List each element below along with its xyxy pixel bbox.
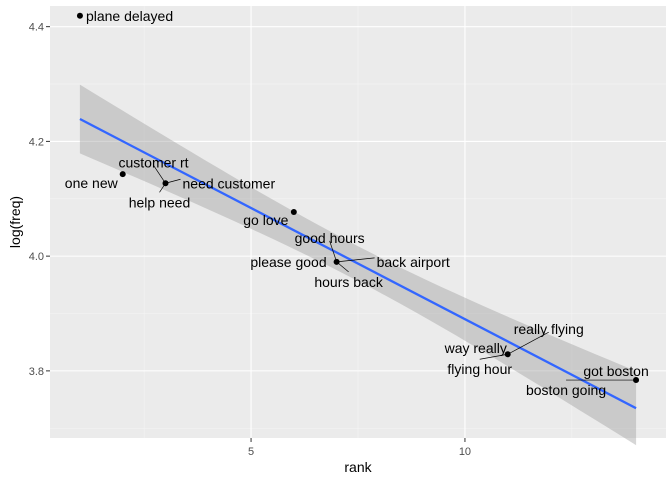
data-point [504, 351, 511, 358]
label-connector [153, 165, 166, 184]
point-label: really flying [514, 321, 584, 337]
data-point [633, 377, 640, 384]
point-label: hours back [314, 274, 383, 290]
y-tick-label: 4.0 [29, 251, 44, 263]
label-connector [336, 257, 375, 263]
point-labels: plane delayed one new customer rt need cust… [65, 8, 649, 398]
label-connector [479, 353, 508, 360]
point-label: way really [444, 340, 507, 356]
data-point [76, 12, 83, 19]
regression-line [79, 117, 637, 410]
point-label: help need [129, 194, 191, 210]
x-tick-label: 10 [459, 446, 471, 458]
x-axis-title: rank [344, 459, 372, 475]
y-tick-label: 4.4 [29, 22, 44, 34]
point-label: need customer [183, 175, 276, 191]
data-point [162, 180, 169, 187]
y-tick-label: 4.2 [29, 136, 44, 148]
label-connector [329, 240, 337, 262]
point-label: please good [250, 254, 326, 270]
point-label: flying hour [447, 361, 512, 377]
point-label: got boston [583, 363, 648, 379]
label-connectors [153, 165, 637, 381]
data-points [76, 12, 640, 384]
grid-minor [50, 6, 666, 438]
point-label: good hours [295, 230, 365, 246]
point-label: plane delayed [86, 8, 173, 24]
point-label: customer rt [118, 154, 188, 170]
label-connector [507, 331, 549, 355]
data-point [290, 208, 297, 215]
confidence-ribbon [79, 84, 637, 446]
y-axis-ticks: 3.8 4.0 4.2 4.4 [29, 22, 50, 378]
x-axis-ticks: 5 10 [248, 438, 471, 458]
point-label: go love [243, 212, 288, 228]
point-label: one new [65, 175, 119, 191]
y-axis-title: log(freq) [7, 196, 23, 248]
data-point [333, 258, 340, 265]
point-label: boston going [526, 382, 606, 398]
y-tick-label: 3.8 [29, 366, 44, 378]
x-tick-label: 5 [248, 446, 254, 458]
data-point [119, 171, 126, 178]
point-label: back airport [377, 254, 450, 270]
